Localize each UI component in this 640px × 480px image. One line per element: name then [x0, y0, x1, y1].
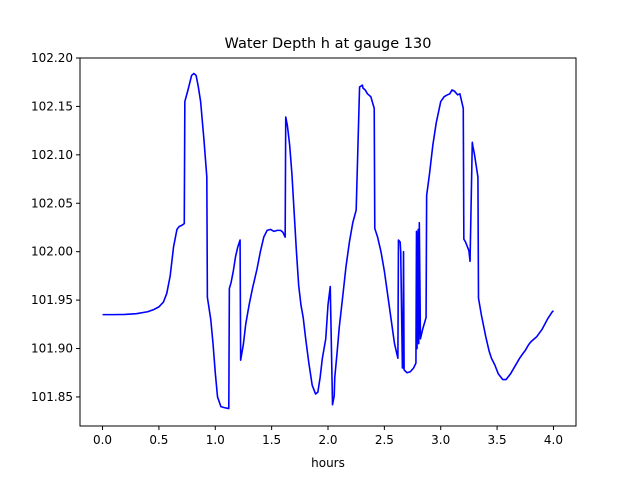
x-tick-label: 1.0: [206, 433, 225, 447]
x-tick-label: 4.0: [544, 433, 563, 447]
x-tick-label: 3.5: [488, 433, 507, 447]
x-tick-label: 0.0: [93, 433, 112, 447]
x-tick-label: 0.5: [149, 433, 168, 447]
plot-frame: [79, 57, 577, 427]
y-tick-label: 102.10: [31, 148, 73, 162]
y-tick-label: 101.90: [31, 342, 73, 356]
x-axis-label: hours: [311, 456, 345, 470]
y-tick-label: 102.15: [31, 99, 73, 113]
y-axis: 101.85 101.90 101.95 102.00 102.05 102.10 102.…: [31, 51, 80, 404]
chart-title: Water Depth h at gauge 130: [225, 36, 432, 52]
y-tick-label: 102.05: [31, 196, 73, 210]
x-tick-label: 1.5: [262, 433, 281, 447]
y-tick-label: 102.00: [31, 245, 73, 259]
y-tick-label: 101.95: [31, 293, 73, 307]
x-tick-label: 2.5: [375, 433, 394, 447]
x-tick-label: 2.0: [318, 433, 337, 447]
y-tick-label: 102.20: [31, 51, 73, 65]
x-tick-label: 3.0: [431, 433, 450, 447]
y-tick-label: 101.85: [31, 390, 73, 404]
series-line-0: [102, 72, 554, 410]
x-axis: 0.0 0.5 1.0 1.5 2.0 2.5 3.0 3.5 4.0: [93, 426, 563, 447]
plot-area: [102, 72, 554, 410]
